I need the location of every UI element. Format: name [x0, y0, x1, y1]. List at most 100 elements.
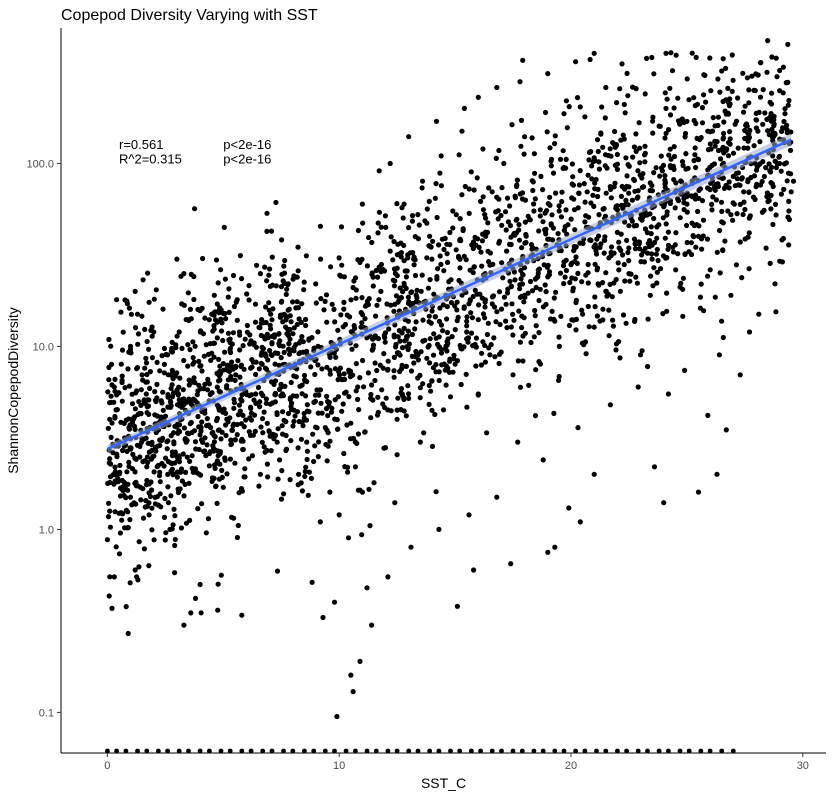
data-point [468, 310, 474, 316]
data-point [366, 486, 372, 492]
data-point [424, 220, 430, 226]
y-tick-label: 0.1 [39, 707, 54, 719]
data-point [705, 273, 711, 279]
data-point [394, 201, 400, 207]
data-point [275, 350, 281, 356]
data-point [695, 208, 701, 215]
data-point [509, 122, 515, 128]
data-point [598, 241, 604, 247]
data-point [602, 152, 609, 158]
data-point [318, 400, 324, 406]
data-point [252, 301, 259, 307]
data-point [558, 214, 565, 220]
data-point [191, 375, 197, 381]
data-point [145, 440, 151, 446]
data-point [607, 146, 613, 152]
data-point [388, 302, 394, 308]
data-point [426, 319, 432, 325]
data-point [675, 95, 681, 101]
data-point [211, 340, 218, 346]
data-point [127, 580, 133, 586]
data-point [159, 460, 165, 467]
data-point [592, 304, 598, 310]
data-point [183, 520, 190, 526]
data-point [545, 262, 551, 268]
data-point [585, 172, 591, 178]
data-point [727, 141, 733, 147]
data-point [432, 411, 438, 418]
data-point [594, 267, 600, 273]
data-point [369, 270, 375, 276]
data-point [461, 105, 467, 111]
data-point [662, 135, 668, 141]
data-point [366, 234, 372, 241]
data-point [406, 225, 412, 231]
data-point [709, 162, 715, 168]
data-point [496, 147, 502, 154]
data-point [400, 215, 406, 221]
data-point [198, 610, 204, 616]
data-point [371, 480, 377, 486]
data-point [454, 318, 460, 324]
data-point [272, 392, 278, 398]
data-point [324, 364, 330, 370]
data-point [405, 255, 411, 261]
data-point [780, 90, 786, 96]
data-point [264, 210, 270, 216]
data-point [256, 324, 262, 330]
data-point [773, 212, 779, 218]
data-point [444, 339, 450, 345]
data-point [654, 280, 660, 286]
data-point [176, 455, 182, 461]
data-point [504, 195, 511, 201]
data-point [417, 385, 423, 391]
data-point [774, 160, 780, 166]
data-point [295, 445, 301, 451]
zero-value-point [176, 748, 182, 754]
data-point [591, 471, 597, 477]
data-point [211, 292, 217, 298]
data-point [649, 256, 655, 262]
data-point [665, 242, 672, 248]
data-point [476, 244, 482, 250]
data-point [380, 401, 386, 407]
data-point [208, 357, 214, 363]
data-point [411, 256, 417, 262]
data-point [157, 469, 163, 475]
data-point [631, 223, 637, 229]
data-point [267, 283, 273, 289]
data-point [135, 341, 141, 347]
data-point [447, 356, 453, 362]
data-point [151, 296, 157, 302]
data-point [556, 203, 562, 209]
data-point [730, 77, 736, 83]
data-point [432, 314, 438, 320]
data-point [503, 318, 509, 324]
data-point [214, 417, 220, 424]
data-point [477, 291, 483, 297]
data-point [433, 489, 439, 495]
data-point [781, 161, 788, 167]
data-point [291, 325, 297, 331]
zero-value-point [186, 748, 191, 754]
data-point [357, 658, 363, 665]
data-point [564, 125, 570, 131]
zero-value-point [343, 748, 349, 754]
data-point [379, 387, 385, 393]
data-point [188, 316, 194, 322]
data-point [632, 318, 638, 324]
data-point [134, 311, 141, 317]
data-point [225, 330, 231, 336]
data-point [545, 71, 551, 77]
data-point [668, 156, 674, 162]
data-point [219, 467, 225, 473]
data-point [140, 277, 146, 283]
data-point [673, 180, 679, 186]
data-point [411, 262, 417, 268]
data-point [290, 299, 296, 305]
data-point [227, 347, 233, 353]
data-point [746, 100, 752, 106]
data-point [135, 331, 142, 337]
data-point [226, 309, 232, 315]
data-point [548, 221, 554, 227]
